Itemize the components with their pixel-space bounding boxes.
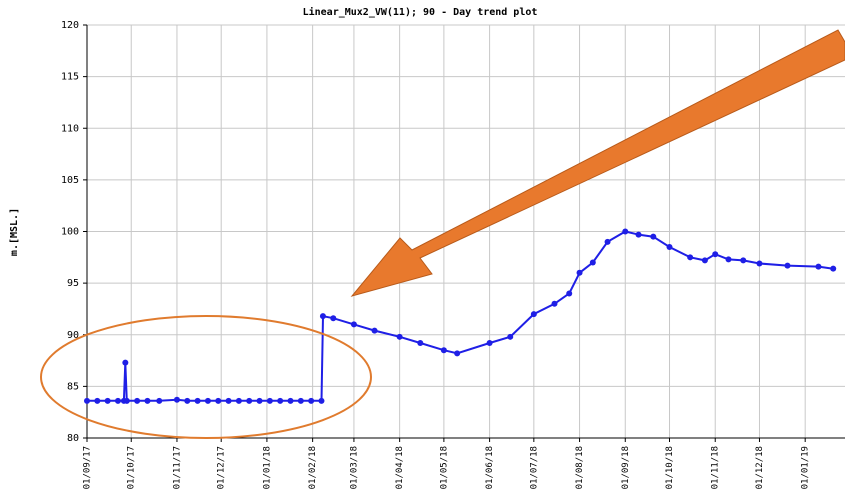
y-tick-label: 85 [67, 381, 79, 392]
data-point [551, 300, 558, 307]
data-point [784, 262, 791, 269]
y-tick-label: 110 [61, 123, 79, 134]
data-point [184, 397, 191, 404]
y-tick-label: 90 [67, 330, 79, 341]
plot-area: 80 85 90 95 100 105 110 115 120 01/09/17 01/10/17 0… [61, 20, 845, 489]
x-tick-label: 01/05/18 [439, 446, 449, 489]
x-tick-label: 01/12/18 [755, 446, 765, 489]
data-point [277, 397, 284, 404]
data-point [815, 263, 822, 270]
data-point [104, 397, 111, 404]
highlight-ellipse [40, 315, 372, 439]
data-point [330, 315, 337, 322]
data-point [297, 397, 304, 404]
data-point [266, 397, 273, 404]
data-point [417, 340, 424, 347]
y-tick-label: 105 [61, 175, 79, 186]
data-point [350, 321, 357, 328]
data-point [756, 260, 763, 267]
data-point [687, 254, 694, 261]
x-tick-label: 01/09/17 [83, 446, 93, 489]
x-tick-label: 01/07/18 [529, 446, 539, 489]
data-point [287, 397, 294, 404]
x-tick-label: 01/11/18 [711, 446, 721, 489]
data-point [122, 359, 129, 366]
y-tick-label: 95 [67, 278, 79, 289]
data-point [701, 257, 708, 264]
data-point [725, 256, 732, 263]
y-tick-label: 100 [61, 227, 79, 238]
data-point [604, 238, 611, 245]
y-axis-label: m.[MSL.] [9, 208, 20, 256]
y-tick-label: 120 [61, 20, 79, 31]
chart-title: Linear_Mux2_VW(11); 90 - Day trend plot [303, 6, 538, 18]
x-tick-label: 01/09/18 [621, 446, 631, 489]
data-point [318, 397, 325, 404]
x-tick-label: 01/10/18 [665, 446, 675, 489]
annotation-arrow [350, 29, 845, 297]
data-point [134, 397, 141, 404]
data-point [308, 397, 315, 404]
x-tick-label: 01/01/18 [262, 446, 272, 489]
data-point [94, 397, 101, 404]
x-tick-label: 01/04/18 [395, 446, 405, 489]
x-tick-label: 01/11/17 [172, 446, 182, 489]
data-point [114, 397, 121, 404]
data-point [712, 251, 719, 258]
data-point [566, 290, 573, 297]
data-point [666, 243, 673, 250]
data-point [622, 228, 629, 235]
data-point [215, 397, 222, 404]
data-point [204, 397, 211, 404]
data-point [440, 347, 447, 354]
y-tick-label: 80 [67, 433, 79, 444]
data-point [256, 397, 263, 404]
data-point [225, 397, 232, 404]
x-tick-label: 01/08/18 [575, 446, 585, 489]
data-point [589, 259, 596, 266]
data-point [319, 313, 326, 320]
x-tick-label: 01/03/18 [349, 446, 359, 489]
x-tick-label: 01/12/17 [217, 446, 227, 489]
data-point [454, 350, 461, 357]
data-point [84, 397, 90, 404]
data-point [396, 333, 403, 340]
data-point [530, 311, 537, 318]
x-tick-label: 01/01/19 [801, 446, 811, 489]
data-point [123, 397, 130, 404]
data-point [246, 397, 253, 404]
data-point [576, 269, 583, 276]
data-point [144, 397, 151, 404]
data-point [194, 397, 201, 404]
data-point [486, 340, 493, 347]
data-point [507, 333, 514, 340]
x-tick-label: 01/10/17 [127, 446, 137, 489]
data-point [371, 327, 378, 334]
data-point [235, 397, 242, 404]
data-point [635, 231, 642, 238]
x-tick-label: 01/06/18 [485, 446, 495, 489]
data-point [740, 257, 747, 264]
data-point [650, 233, 657, 240]
y-tick-label: 115 [61, 72, 79, 83]
data-point [830, 265, 837, 272]
data-point [156, 397, 163, 404]
data-point [173, 396, 180, 403]
x-tick-label: 01/02/18 [308, 446, 318, 489]
